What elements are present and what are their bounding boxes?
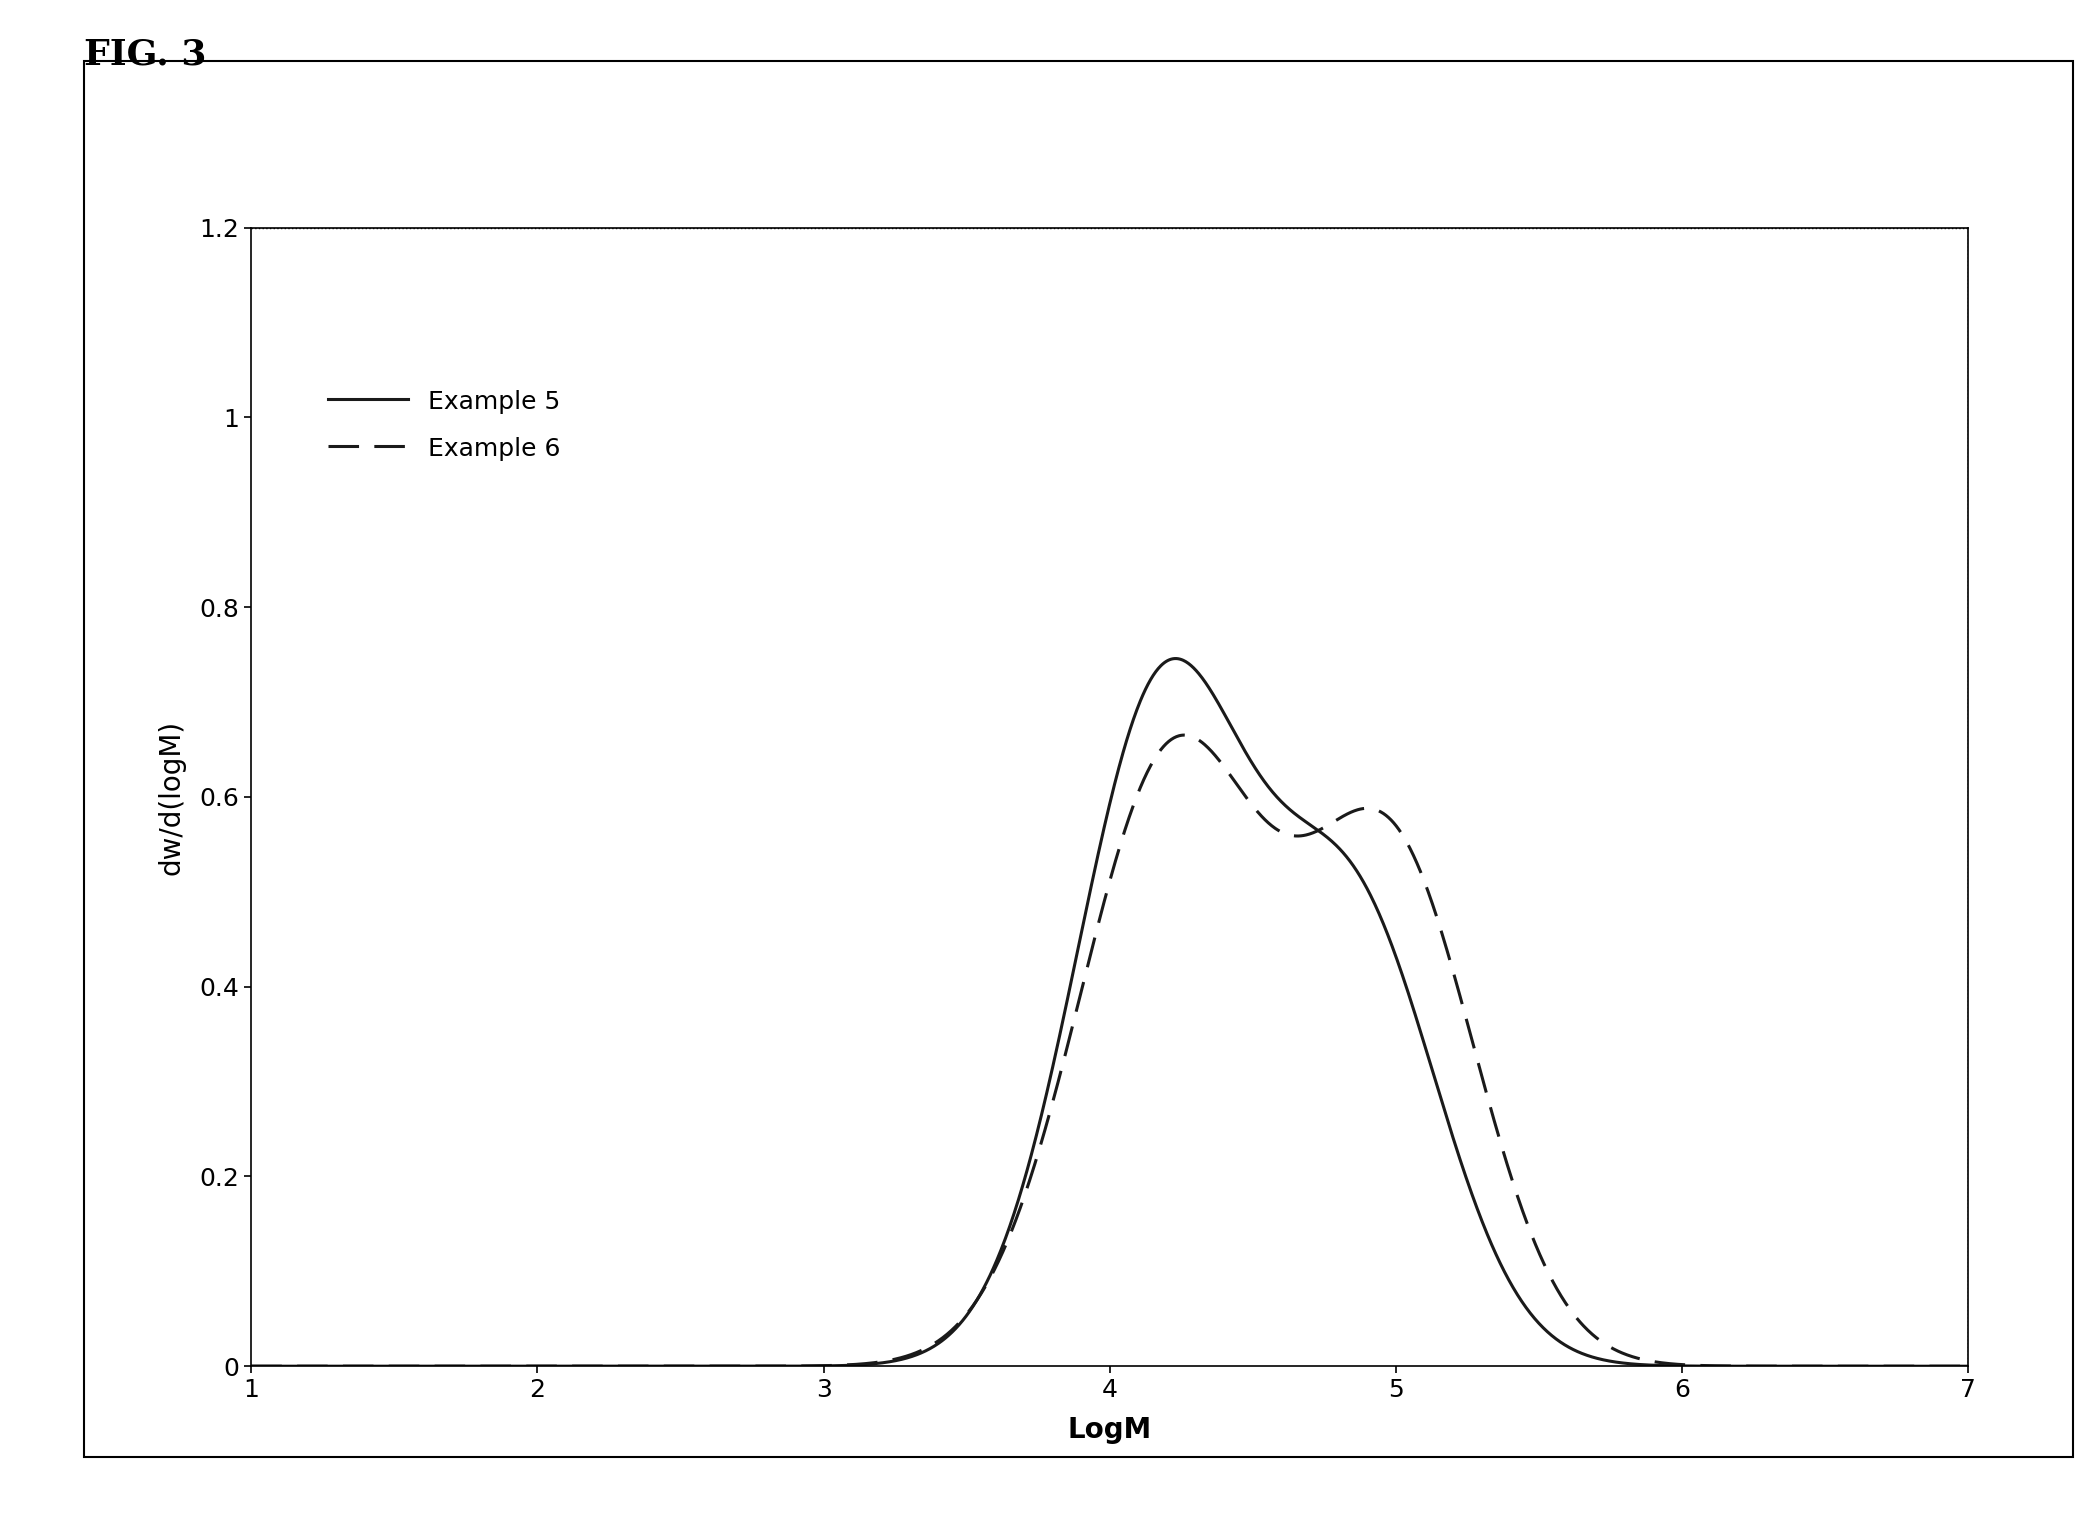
Example 6 (1591, 1334, 1617, 1353)
Example 5 (1028, 1110, 1053, 1128)
Example 5 (239, 1357, 264, 1375)
Example 5 (1908, 1357, 1933, 1375)
Line: Example 5: Example 5 (251, 659, 1968, 1366)
Example 6 (1908, 1357, 1933, 1375)
Example 6 (327, 1357, 352, 1375)
Example 6 (1171, 726, 1196, 744)
Example 5 (327, 1357, 352, 1375)
Example 6 (1956, 1357, 1981, 1375)
Example 5 (1591, 1351, 1617, 1369)
Text: FIG. 3: FIG. 3 (84, 38, 207, 71)
Example 5 (1162, 650, 1187, 668)
Line: Example 6: Example 6 (251, 735, 1968, 1366)
Example 5 (1956, 1357, 1981, 1375)
Example 6 (1074, 962, 1099, 981)
Example 5 (1906, 1357, 1931, 1375)
Legend: Example 5, Example 6: Example 5, Example 6 (316, 376, 574, 474)
Example 6 (1906, 1357, 1931, 1375)
Example 6 (239, 1357, 264, 1375)
Y-axis label: dw/d(logM): dw/d(logM) (157, 720, 186, 874)
X-axis label: LogM: LogM (1068, 1416, 1152, 1444)
Example 6 (1028, 1135, 1053, 1154)
Example 5 (1074, 900, 1099, 918)
